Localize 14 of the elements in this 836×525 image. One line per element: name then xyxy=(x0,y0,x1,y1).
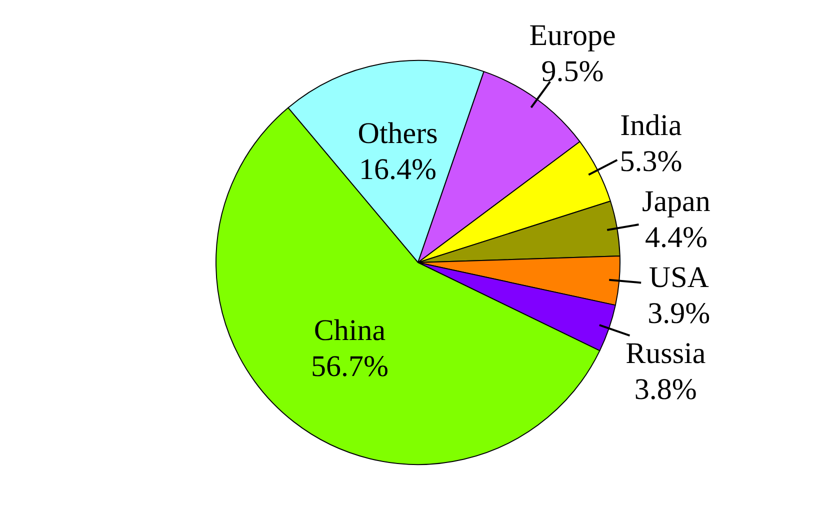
data-label: 3.9% xyxy=(648,296,710,330)
data-label: 3.8% xyxy=(634,372,697,406)
data-label: 16.4% xyxy=(359,153,437,186)
data-label: 9.5% xyxy=(541,54,604,88)
slice-label: USA xyxy=(648,260,710,294)
slice-label: Russia xyxy=(626,336,706,370)
slice-label: India xyxy=(620,108,682,142)
data-label: 4.4% xyxy=(644,220,708,254)
data-label: 56.7% xyxy=(310,350,388,383)
slice-label: China xyxy=(314,314,386,347)
slice-label: Europe xyxy=(529,18,616,52)
data-label: 5.3% xyxy=(620,144,682,178)
slice-label: Others xyxy=(358,117,438,150)
slice-label: Japan xyxy=(642,184,710,218)
